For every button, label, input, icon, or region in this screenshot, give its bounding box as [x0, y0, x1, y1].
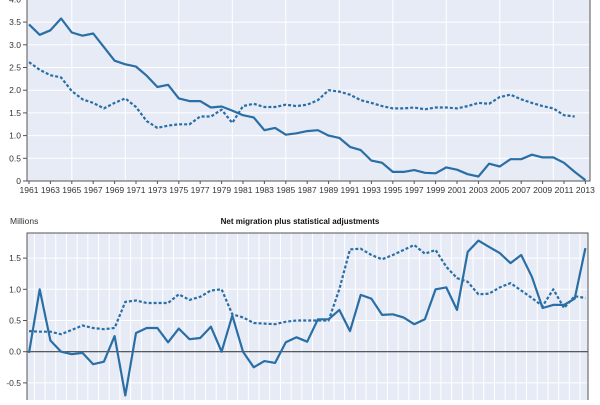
x-tick-label: 2005: [490, 186, 510, 195]
x-tick-label: 2007: [512, 186, 532, 195]
x-tick-label: 1995: [383, 186, 403, 195]
y-tick-label: 3.5: [9, 17, 21, 27]
top-chart: 00.51.01.52.02.53.03.54.0196119631965196…: [9, 0, 595, 195]
x-tick-label: 1963: [41, 186, 61, 195]
x-tick-label: 1979: [212, 186, 232, 195]
x-tick-label: 1987: [298, 186, 318, 195]
x-tick-label: 1999: [426, 186, 446, 195]
x-tick-label: 1965: [62, 186, 82, 195]
y-tick-label: 3.0: [9, 40, 21, 50]
x-tick-label: 1991: [341, 186, 361, 195]
bottom-chart-ylabel: Millions: [10, 216, 38, 226]
x-tick-label: 1985: [276, 186, 296, 195]
x-tick-label: 2001: [448, 186, 468, 195]
y-tick-label: 4.0: [9, 0, 21, 4]
y-tick-label: -0.5: [6, 378, 21, 388]
y-tick-label: 0: [16, 176, 21, 186]
y-tick-label: 0.5: [9, 316, 21, 326]
y-tick-label: 1.5: [9, 108, 21, 118]
y-tick-label: 0.0: [9, 347, 21, 357]
bottom-chart: Millions Net migration plus statistical …: [6, 216, 588, 400]
x-tick-label: 2003: [469, 186, 489, 195]
y-tick-label: 1.0: [9, 284, 21, 294]
x-tick-label: 1997: [405, 186, 425, 195]
x-tick-label: 2009: [533, 186, 553, 195]
x-tick-label: 1989: [319, 186, 339, 195]
y-tick-label: 1.0: [9, 131, 21, 141]
bottom-chart-title: Net migration plus statistical adjustmen…: [221, 217, 380, 226]
x-tick-label: 1975: [169, 186, 189, 195]
x-tick-label: 1983: [255, 186, 275, 195]
y-tick-label: 2.0: [9, 85, 21, 95]
x-tick-label: 1969: [105, 186, 125, 195]
y-tick-label: 2.5: [9, 63, 21, 73]
x-tick-label: 2011: [555, 186, 575, 195]
x-tick-label: 1961: [20, 186, 40, 195]
x-tick-label: 2013: [576, 186, 596, 195]
x-tick-label: 1967: [84, 186, 104, 195]
y-tick-label: 0.5: [9, 153, 21, 163]
x-tick-label: 1973: [148, 186, 168, 195]
x-tick-label: 1971: [127, 186, 147, 195]
x-tick-label: 1981: [234, 186, 254, 195]
x-tick-label: 1993: [362, 186, 382, 195]
y-tick-label: 1.5: [9, 253, 21, 263]
x-tick-label: 1977: [191, 186, 211, 195]
